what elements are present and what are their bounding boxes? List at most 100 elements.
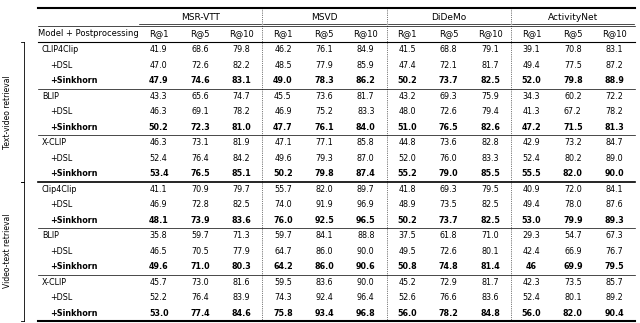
Text: 72.1: 72.1	[440, 61, 458, 70]
Text: 53.0: 53.0	[149, 309, 168, 318]
Text: 41.5: 41.5	[398, 45, 416, 54]
Text: 90.6: 90.6	[356, 262, 376, 271]
Text: R@1: R@1	[273, 29, 292, 38]
Text: 52.4: 52.4	[150, 154, 168, 163]
Text: 91.9: 91.9	[316, 200, 333, 209]
Text: 49.6: 49.6	[274, 154, 292, 163]
Text: 96.5: 96.5	[356, 216, 376, 225]
Text: 71.0: 71.0	[481, 231, 499, 240]
Text: 46: 46	[526, 262, 537, 271]
Text: 85.9: 85.9	[357, 61, 374, 70]
Text: 73.7: 73.7	[439, 216, 458, 225]
Text: 79.9: 79.9	[563, 216, 582, 225]
Text: 35.8: 35.8	[150, 231, 168, 240]
Text: R@5: R@5	[190, 29, 210, 38]
Text: 73.1: 73.1	[191, 138, 209, 147]
Text: 87.6: 87.6	[605, 200, 623, 209]
Text: 79.5: 79.5	[604, 262, 624, 271]
Text: 84.7: 84.7	[605, 138, 623, 147]
Text: 41.9: 41.9	[150, 45, 168, 54]
Text: 66.9: 66.9	[564, 247, 582, 256]
Text: 73.5: 73.5	[564, 278, 582, 287]
Text: 82.6: 82.6	[480, 123, 500, 132]
Text: 82.5: 82.5	[233, 200, 250, 209]
Text: 70.5: 70.5	[191, 247, 209, 256]
Text: 85.5: 85.5	[480, 169, 500, 178]
Text: 52.0: 52.0	[522, 76, 541, 85]
Text: 80.1: 80.1	[564, 293, 582, 302]
Text: 48.0: 48.0	[399, 107, 416, 116]
Text: 85.8: 85.8	[357, 138, 374, 147]
Text: 73.6: 73.6	[316, 92, 333, 101]
Text: 86.0: 86.0	[316, 247, 333, 256]
Text: 79.0: 79.0	[439, 169, 458, 178]
Text: 82.5: 82.5	[480, 76, 500, 85]
Text: 81.4: 81.4	[480, 262, 500, 271]
Text: 75.9: 75.9	[481, 92, 499, 101]
Text: BLIP: BLIP	[42, 231, 59, 240]
Text: 60.2: 60.2	[564, 92, 582, 101]
Text: 49.4: 49.4	[523, 200, 540, 209]
Text: +DSL: +DSL	[50, 154, 72, 163]
Text: 67.3: 67.3	[605, 231, 623, 240]
Text: 83.6: 83.6	[481, 293, 499, 302]
Text: 82.2: 82.2	[233, 61, 250, 70]
Text: 49.5: 49.5	[398, 247, 416, 256]
Text: R@10: R@10	[353, 29, 378, 38]
Text: 69.3: 69.3	[440, 92, 458, 101]
Text: 41.8: 41.8	[399, 185, 416, 194]
Text: Video-text retrieval: Video-text retrieval	[3, 214, 13, 288]
Text: 79.5: 79.5	[481, 185, 499, 194]
Text: 55.7: 55.7	[274, 185, 292, 194]
Text: R@1: R@1	[149, 29, 168, 38]
Text: 64.2: 64.2	[273, 262, 293, 271]
Text: 41.1: 41.1	[150, 185, 168, 194]
Text: 77.9: 77.9	[232, 247, 250, 256]
Text: 48.1: 48.1	[149, 216, 168, 225]
Text: +Sinkhorn: +Sinkhorn	[50, 216, 97, 225]
Text: 76.5: 76.5	[190, 169, 210, 178]
Text: 92.5: 92.5	[314, 216, 334, 225]
Text: 46.5: 46.5	[150, 247, 168, 256]
Text: Model + Postprocessing: Model + Postprocessing	[38, 29, 138, 38]
Text: 44.8: 44.8	[399, 138, 416, 147]
Text: 56.0: 56.0	[522, 309, 541, 318]
Text: 65.6: 65.6	[191, 92, 209, 101]
Text: 75.8: 75.8	[273, 309, 293, 318]
Text: 81.7: 81.7	[481, 278, 499, 287]
Text: 42.9: 42.9	[523, 138, 540, 147]
Text: 45.7: 45.7	[150, 278, 168, 287]
Text: 76.5: 76.5	[439, 123, 458, 132]
Text: 59.7: 59.7	[274, 231, 292, 240]
Text: 81.6: 81.6	[233, 278, 250, 287]
Text: 87.0: 87.0	[357, 154, 374, 163]
Text: 78.2: 78.2	[233, 107, 250, 116]
Text: 83.3: 83.3	[481, 154, 499, 163]
Text: 68.6: 68.6	[191, 45, 209, 54]
Text: ActivityNet: ActivityNet	[548, 13, 598, 22]
Text: 52.6: 52.6	[398, 293, 416, 302]
Text: 48.5: 48.5	[274, 61, 292, 70]
Text: 74.7: 74.7	[233, 92, 250, 101]
Text: 89.0: 89.0	[605, 154, 623, 163]
Text: R@5: R@5	[315, 29, 334, 38]
Text: 89.7: 89.7	[357, 185, 374, 194]
Text: 72.9: 72.9	[440, 278, 458, 287]
Text: 85.1: 85.1	[232, 169, 252, 178]
Text: 90.0: 90.0	[357, 278, 374, 287]
Text: 47.7: 47.7	[273, 123, 292, 132]
Text: 73.6: 73.6	[440, 138, 458, 147]
Text: 76.0: 76.0	[273, 216, 292, 225]
Text: 39.1: 39.1	[523, 45, 540, 54]
Text: 81.7: 81.7	[357, 92, 374, 101]
Text: MSVD: MSVD	[311, 13, 338, 22]
Text: 83.6: 83.6	[232, 216, 252, 225]
Text: 46.2: 46.2	[274, 45, 292, 54]
Text: 46.9: 46.9	[274, 107, 292, 116]
Text: 73.9: 73.9	[190, 216, 210, 225]
Text: 84.1: 84.1	[605, 185, 623, 194]
Text: 48.9: 48.9	[398, 200, 416, 209]
Text: 96.4: 96.4	[357, 293, 374, 302]
Text: 69.9: 69.9	[563, 262, 582, 271]
Text: 81.9: 81.9	[233, 138, 250, 147]
